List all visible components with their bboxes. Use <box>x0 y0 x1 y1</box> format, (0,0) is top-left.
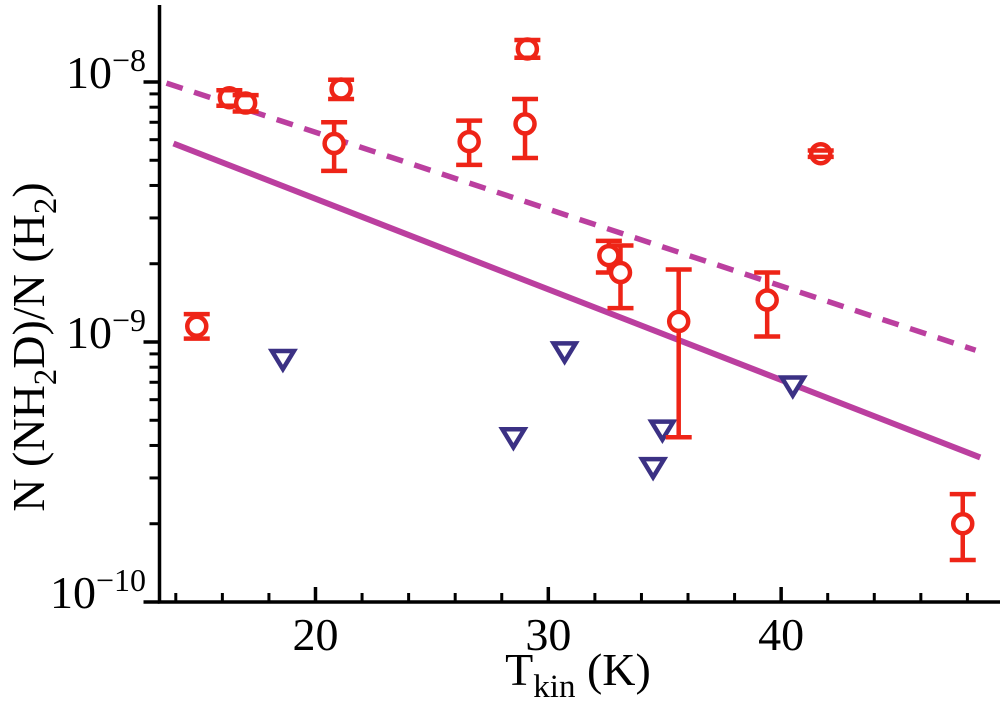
data-point <box>607 243 634 311</box>
data-point <box>232 91 259 115</box>
x-axis-label: Tkin (K) <box>505 644 651 705</box>
x-tick-label: 40 <box>758 609 804 660</box>
data-point <box>456 118 483 168</box>
data-point <box>514 37 541 61</box>
upper-limit-triangle <box>267 348 298 374</box>
x-tick-label: 20 <box>292 609 338 660</box>
y-tick-label: 10−9 <box>66 302 146 358</box>
data-point-circle <box>666 309 691 334</box>
data-point-circle <box>513 112 537 136</box>
data-point <box>321 120 348 174</box>
data-point <box>328 77 355 102</box>
fit-line-dashed <box>165 80 977 353</box>
data-point-circle <box>457 129 481 154</box>
data-point <box>665 267 692 440</box>
data-point <box>807 141 834 166</box>
y-axis-label: N (NH2D)/N (H2) <box>3 182 64 511</box>
data-point-circle <box>608 260 633 285</box>
x-axis-ticks: 20 30 40 <box>174 587 969 660</box>
upper-limit-triangle <box>638 456 669 482</box>
axes: 20 30 40 10−8 10−9 10−10 <box>50 5 1000 660</box>
upper-limit-triangle <box>549 341 580 366</box>
upper-limit-triangle <box>498 427 529 452</box>
fit-line-solid <box>172 140 982 461</box>
detection-series <box>183 37 976 563</box>
data-point <box>754 270 781 339</box>
data-point-circle <box>755 288 779 312</box>
y-tick-label: 10−10 <box>50 562 146 618</box>
upper-limit-triangle <box>777 375 808 400</box>
data-point-circle <box>950 511 975 536</box>
data-point <box>183 311 210 341</box>
y-tick-label: 10−8 <box>66 42 146 98</box>
x-tick-label: 30 <box>525 609 571 660</box>
data-point-circle <box>329 77 353 101</box>
data-point-circle <box>322 131 346 156</box>
y-axis-ticks: 10−8 10−9 10−10 <box>50 42 160 618</box>
data-point <box>512 96 539 161</box>
data-point-circle <box>808 141 833 166</box>
data-point <box>949 491 976 563</box>
upper-limit-series <box>267 341 808 482</box>
upper-limit-triangle <box>647 419 678 444</box>
data-point-circle <box>185 314 209 338</box>
